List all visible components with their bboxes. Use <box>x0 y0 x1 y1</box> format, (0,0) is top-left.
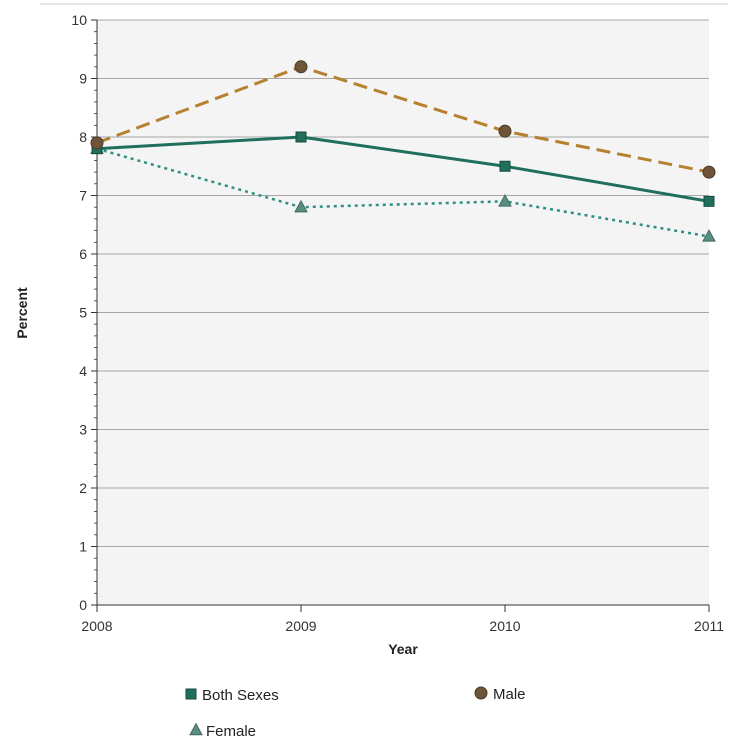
series-line-male <box>96 65 710 174</box>
x-tick-label: 2008 <box>81 618 112 634</box>
series-line-both-sexes <box>96 135 710 203</box>
y-tick-label: 8 <box>79 129 87 145</box>
legend-marker-both-sexes <box>185 688 197 700</box>
y-tick-label: 9 <box>79 71 87 87</box>
legend-label-male: Male <box>493 686 526 703</box>
y-tick-label: 10 <box>71 12 87 28</box>
legend: Both Sexes Male Female <box>185 686 526 740</box>
data-point-both-sexes <box>703 195 715 207</box>
y-tick-label: 0 <box>79 597 87 613</box>
y-tick-label: 6 <box>79 246 87 262</box>
y-tick-label: 4 <box>79 363 87 379</box>
y-tick-label: 5 <box>79 305 87 321</box>
series-markers <box>90 60 716 242</box>
data-point-male <box>702 165 716 179</box>
legend-marker-male <box>474 686 488 700</box>
data-point-male <box>498 124 512 138</box>
axes: 0 1 2 3 4 5 6 7 8 9 10 2008 2009 2010 2011 <box>71 12 724 634</box>
x-tick-label: 2010 <box>489 618 520 634</box>
x-tick-label: 2011 <box>694 618 724 634</box>
y-tick-label: 1 <box>79 539 87 555</box>
legend-marker-female <box>189 722 203 736</box>
data-point-both-sexes <box>295 131 307 143</box>
x-tick-label: 2009 <box>285 618 316 634</box>
y-tick-label: 2 <box>79 480 87 496</box>
data-point-male <box>294 60 308 74</box>
data-point-male <box>90 136 104 150</box>
y-tick-label: 3 <box>79 422 87 438</box>
gridlines <box>97 19 709 547</box>
legend-label-female: Female <box>206 723 256 740</box>
data-point-female <box>294 199 308 213</box>
y-tick-label: 7 <box>79 188 87 204</box>
data-point-female <box>702 229 716 242</box>
data-point-female <box>498 194 512 207</box>
y-axis-title: Percent <box>14 287 30 339</box>
x-axis-title: Year <box>388 641 418 657</box>
legend-label-both-sexes: Both Sexes <box>202 687 279 704</box>
series-lines <box>96 65 710 238</box>
data-point-both-sexes <box>499 160 511 172</box>
series-line-female <box>96 147 710 238</box>
